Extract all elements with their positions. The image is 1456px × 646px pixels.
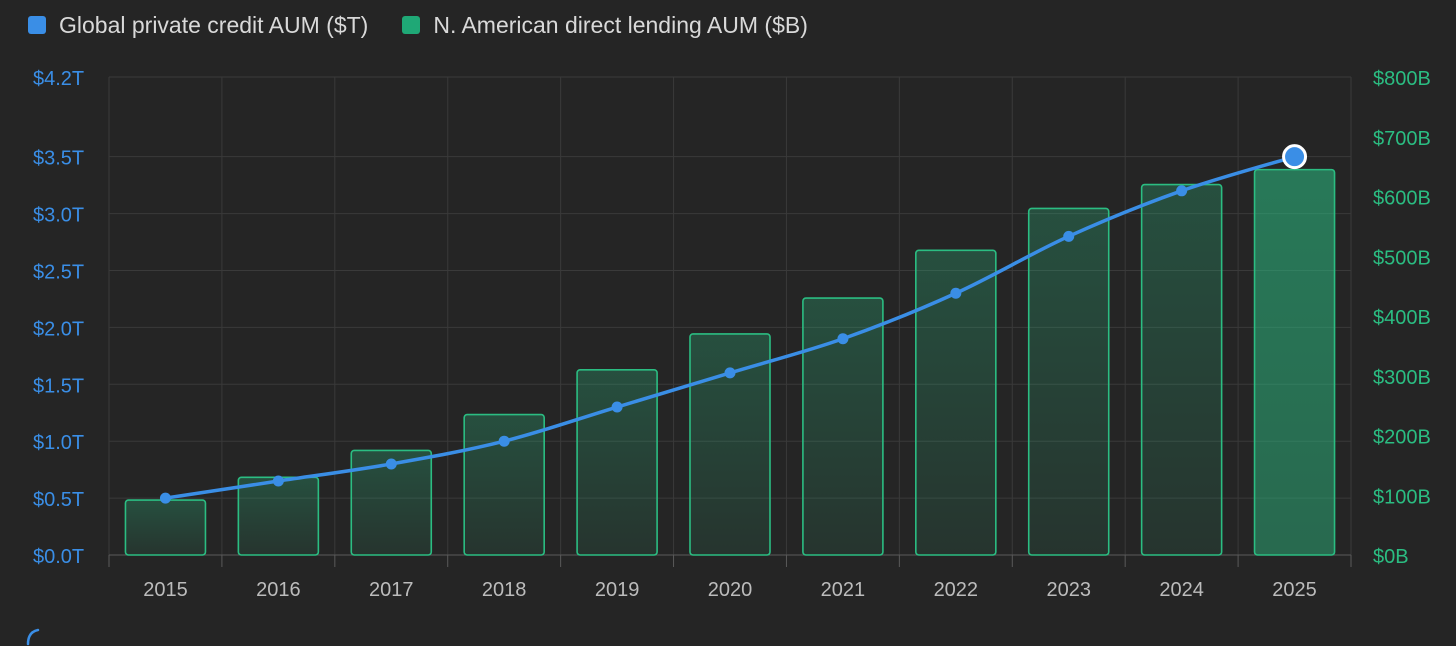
x-axis-tick-label: 2022 [934, 579, 979, 601]
legend-swatch-global [28, 16, 46, 34]
point-2019 [611, 401, 623, 413]
bar-series [124, 168, 1336, 556]
point-2015 [159, 492, 171, 504]
point-2021 [837, 333, 849, 345]
right-axis-tick-label: $0B [1373, 546, 1409, 568]
point-2020 [724, 367, 736, 379]
legend-swatch-direct-lending [402, 16, 421, 34]
left-axis-tick-label: $2.5T [33, 261, 84, 283]
bar-2015 [124, 499, 207, 556]
x-axis-tick-label: 2023 [1046, 579, 1091, 601]
right-axis-tick-label: $600B [1373, 188, 1431, 210]
bar-2025 [1253, 168, 1336, 556]
x-axis-tick-label: 2017 [369, 579, 414, 601]
x-axis-tick-label: 2016 [256, 579, 301, 601]
line-series [159, 144, 1308, 504]
point-2016 [272, 475, 284, 487]
right-axis-tick-label: $500B [1373, 247, 1431, 269]
right-axis-tick-label: $400B [1373, 307, 1431, 329]
bar-2017 [350, 449, 433, 556]
bar-2023 [1027, 207, 1110, 556]
left-axis-tick-label: $1.5T [33, 375, 84, 397]
legend-item-direct-lending[interactable]: N. American direct lending AUM ($B) [402, 12, 808, 39]
bar-2022 [915, 249, 997, 556]
bar-2021 [802, 297, 884, 556]
right-axis-tick-label: $300B [1373, 367, 1431, 389]
right-axis-tick-label: $800B [1373, 68, 1431, 90]
legend-item-global-private-credit[interactable]: Global private credit AUM ($T) [28, 12, 368, 39]
point-2024 [1176, 185, 1188, 197]
right-axis-tick-label: $100B [1373, 486, 1431, 508]
legend-label-direct-lending: N. American direct lending AUM ($B) [433, 11, 808, 38]
left-axis-tick-label: $4.2T [33, 68, 84, 90]
x-axis-tick-label: 2024 [1159, 579, 1204, 601]
bar-2016 [237, 476, 320, 556]
left-axis-tick-label: $0.0T [33, 546, 84, 568]
x-axis-tick-label: 2018 [482, 579, 527, 601]
left-axis-tick-label: $2.0T [33, 318, 84, 340]
x-axis-tick-label: 2015 [143, 579, 188, 601]
bar-2024 [1140, 183, 1223, 556]
bar-2019 [576, 368, 658, 556]
point-2017 [385, 458, 397, 470]
x-axis-tick-label: 2019 [595, 579, 640, 601]
legend-label-global: Global private credit AUM ($T) [59, 11, 369, 38]
right-axis-tick-label: $700B [1373, 128, 1431, 150]
bar-2020 [689, 333, 771, 556]
point-2023 [1063, 230, 1075, 242]
right-axis-tick-label: $200B [1373, 427, 1431, 449]
point-2018 [498, 435, 510, 447]
left-axis-tick-label: $3.5T [33, 148, 84, 170]
point-2022 [950, 287, 962, 299]
chart-legend: Global private credit AUM ($T) N. Americ… [28, 10, 808, 40]
x-axis-tick-label: 2025 [1272, 579, 1317, 601]
brand-logo-icon [26, 628, 40, 646]
left-axis-tick-label: $1.0T [33, 432, 84, 454]
bar-2018 [463, 413, 545, 556]
point-highlight-2025 [1282, 144, 1308, 170]
left-axis-tick-label: $3.0T [33, 205, 84, 227]
x-axis-tick-label: 2020 [708, 579, 753, 601]
x-axis-tick-label: 2021 [821, 579, 866, 601]
left-axis-tick-label: $0.5T [33, 489, 84, 511]
axes: $0.0T $0.5T $1.0T $1.5T $2.0T $2.5T $3.0T $3.5T… [33, 68, 1431, 601]
